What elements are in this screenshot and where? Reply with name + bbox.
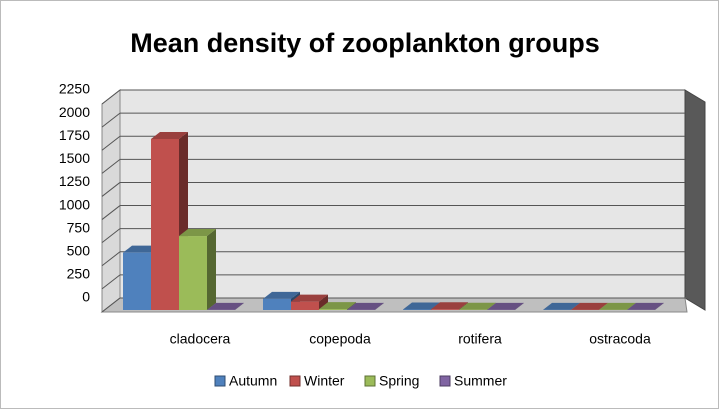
y-tick-label: 1250 <box>59 173 90 189</box>
grid-line-side <box>101 112 121 128</box>
grid-line-side <box>101 251 121 267</box>
bar <box>123 252 151 310</box>
legend-swatch <box>289 375 301 387</box>
bar-top <box>207 302 244 310</box>
y-tick-label: 750 <box>67 219 91 235</box>
chart-title: Mean density of zooplankton groups <box>130 28 600 58</box>
bar-top <box>431 302 468 310</box>
bar-side <box>207 229 216 310</box>
grid-line-side <box>101 228 121 244</box>
legend-label: Autumn <box>229 373 277 389</box>
grid-line-side <box>101 158 121 174</box>
y-tick-label: 500 <box>67 242 91 258</box>
bar-top <box>123 245 160 253</box>
bar-side <box>375 302 384 310</box>
bar-top <box>403 302 440 310</box>
legend-swatch <box>439 375 451 387</box>
x-tick-label: ostracoda <box>589 331 651 347</box>
right-wall <box>684 89 706 311</box>
legend-label: Spring <box>379 373 419 389</box>
legend-swatch <box>214 375 226 387</box>
bar <box>291 301 319 310</box>
bar-top <box>319 302 356 310</box>
bar-top <box>627 302 664 310</box>
grid-line-side <box>101 182 121 197</box>
y-tick-label: 1750 <box>59 127 90 143</box>
bar-top <box>291 294 328 302</box>
bar-side <box>655 302 664 310</box>
bar-side <box>319 294 328 310</box>
legend-label: Winter <box>304 373 345 389</box>
y-tick-label: 2250 <box>59 81 90 97</box>
bar <box>151 138 179 310</box>
side-wall <box>101 88 121 314</box>
bar-top <box>151 131 188 139</box>
grid-line-side <box>101 297 121 313</box>
y-tick-label: 1000 <box>59 196 90 212</box>
bar-side <box>235 302 244 310</box>
grid-line-side <box>101 89 121 105</box>
bar-top <box>263 291 300 299</box>
legend-swatch <box>364 375 376 387</box>
y-tick-label: 0 <box>82 289 90 305</box>
bar-top <box>459 302 496 310</box>
bar-side <box>515 302 524 310</box>
bar-top <box>179 229 216 237</box>
bar-top <box>571 302 608 310</box>
bar <box>179 236 207 310</box>
x-tick-label: copepoda <box>309 331 371 347</box>
bar <box>263 298 291 310</box>
grid-line-side <box>101 274 121 290</box>
grid-line-side <box>101 135 121 151</box>
y-tick-label: 1500 <box>59 150 90 166</box>
x-tick-label: cladocera <box>170 331 231 347</box>
bar-top <box>599 302 636 310</box>
bar <box>319 309 347 310</box>
y-tick-label: 250 <box>67 266 91 282</box>
grid-line-side <box>101 205 121 220</box>
bar-side <box>347 302 356 310</box>
legend-label: Summer <box>454 373 507 389</box>
x-tick-label: rotifera <box>458 331 502 347</box>
y-tick-label: 2000 <box>59 104 90 120</box>
bar <box>431 309 459 310</box>
bar-top <box>347 302 384 310</box>
bar-top <box>543 302 580 310</box>
bar-top <box>487 302 524 310</box>
